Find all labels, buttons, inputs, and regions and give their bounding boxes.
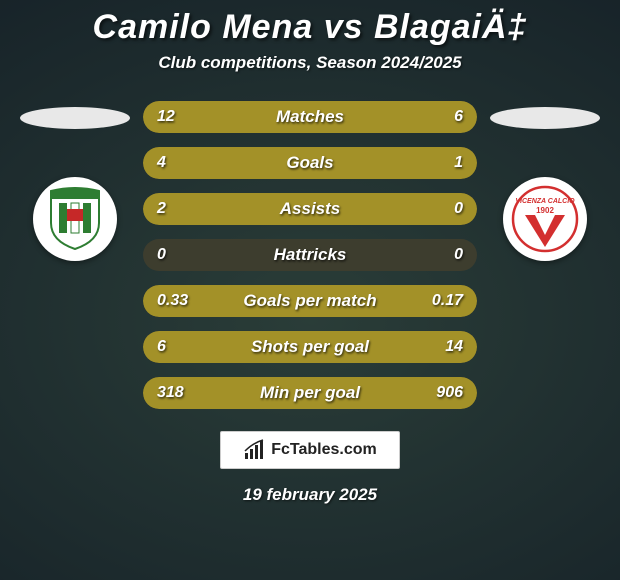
stats-column: 12Matches64Goals12Assists00Hattricks00.3… bbox=[135, 101, 485, 409]
stat-bar: 0 Hattricks 0 bbox=[143, 239, 477, 271]
main-row: 12Matches64Goals12Assists00Hattricks00.3… bbox=[0, 101, 620, 409]
chart-icon bbox=[243, 439, 267, 461]
left-name-ellipse bbox=[20, 107, 130, 129]
stat-value-left: 0 bbox=[157, 246, 166, 264]
lechia-logo-icon bbox=[45, 187, 105, 251]
stat-label: Assists bbox=[280, 199, 340, 219]
svg-text:1902: 1902 bbox=[536, 206, 554, 215]
stat-bar: 318 Min per goal 906 bbox=[143, 377, 477, 409]
stat-bar: 4 Goals 1 bbox=[143, 147, 477, 179]
stat-value-left: 0.33 bbox=[157, 292, 188, 310]
stat-value-left: 2 bbox=[157, 200, 166, 218]
vicenza-logo-icon: VICENZA CALCIO 1902 bbox=[511, 185, 579, 253]
page-title: Camilo Mena vs BlagaiÄ‡ bbox=[0, 0, 620, 47]
stat-label: Hattricks bbox=[274, 245, 347, 265]
stat-value-left: 318 bbox=[157, 384, 184, 402]
stat-bar: 2 Assists 0 bbox=[143, 193, 477, 225]
right-name-ellipse bbox=[490, 107, 600, 129]
stat-label: Goals bbox=[286, 153, 333, 173]
stat-value-right: 0 bbox=[454, 246, 463, 264]
stat-value-right: 1 bbox=[454, 154, 463, 172]
stat-value-left: 4 bbox=[157, 154, 166, 172]
stat-value-right: 6 bbox=[454, 108, 463, 126]
stat-value-left: 6 bbox=[157, 338, 166, 356]
stat-label: Goals per match bbox=[243, 291, 376, 311]
stat-value-left: 12 bbox=[157, 108, 175, 126]
stat-value-right: 14 bbox=[445, 338, 463, 356]
date-text: 19 february 2025 bbox=[0, 485, 620, 505]
stat-value-right: 0 bbox=[454, 200, 463, 218]
page-subtitle: Club competitions, Season 2024/2025 bbox=[0, 53, 620, 73]
stat-value-right: 906 bbox=[436, 384, 463, 402]
left-team-badge bbox=[33, 177, 117, 261]
right-team-column: VICENZA CALCIO 1902 bbox=[485, 101, 605, 261]
stat-fill-right bbox=[404, 147, 477, 179]
footer-logo-text: FcTables.com bbox=[271, 441, 377, 459]
stat-bar: 0.33 Goals per match 0.17 bbox=[143, 285, 477, 317]
stat-label: Shots per goal bbox=[251, 337, 369, 357]
content-wrapper: Camilo Mena vs BlagaiÄ‡ Club competition… bbox=[0, 0, 620, 580]
stat-bar: 6 Shots per goal 14 bbox=[143, 331, 477, 363]
stat-label: Min per goal bbox=[260, 383, 360, 403]
stat-fill-left bbox=[143, 147, 404, 179]
svg-text:VICENZA CALCIO: VICENZA CALCIO bbox=[515, 198, 575, 205]
stat-bar: 12 Matches 6 bbox=[143, 101, 477, 133]
stat-label: Matches bbox=[276, 107, 344, 127]
stat-value-right: 0.17 bbox=[432, 292, 463, 310]
right-team-badge: VICENZA CALCIO 1902 bbox=[503, 177, 587, 261]
left-team-column bbox=[15, 101, 135, 261]
footer-logo[interactable]: FcTables.com bbox=[220, 431, 400, 469]
